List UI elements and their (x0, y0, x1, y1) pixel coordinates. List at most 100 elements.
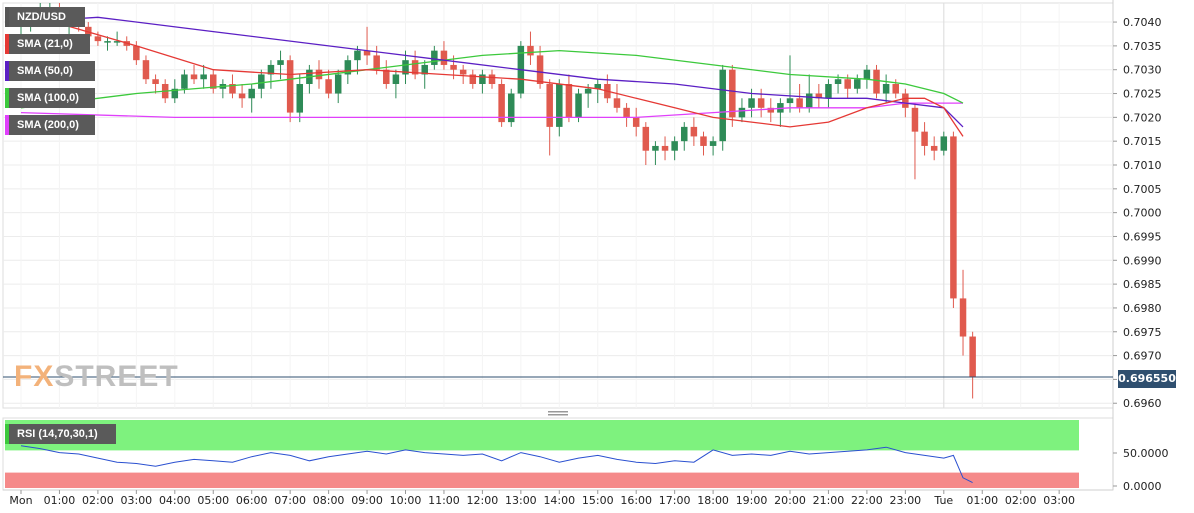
rsi-label: RSI (14,70,30,1) (17, 428, 98, 440)
candle-up (296, 84, 304, 113)
legend-swatch (5, 88, 9, 108)
candle-down (950, 136, 957, 299)
y-tick-label: 0.6960 (1123, 397, 1162, 410)
candle-down (133, 45, 140, 61)
candle-up (392, 74, 400, 84)
candle-up (940, 136, 948, 151)
legend-label: SMA (100,0) (17, 92, 79, 104)
candle-down (315, 69, 323, 80)
candle-down (613, 98, 621, 108)
sma50-line (20, 16, 964, 128)
legend-item-sma-21-0[interactable]: SMA (21,0) (5, 34, 90, 54)
candle-down (229, 84, 236, 94)
x-tick-label: 20:00 (774, 494, 806, 507)
candle-up (354, 50, 361, 61)
y-tick-label: 0.7025 (1123, 88, 1162, 101)
candle-down (930, 145, 938, 151)
y-tick-label: 0.6980 (1123, 302, 1162, 315)
x-tick-label: 02:00 (82, 494, 114, 507)
y-tick-label: 0.7040 (1123, 16, 1162, 29)
y-tick-label: 0.7010 (1123, 159, 1162, 172)
x-tick-label: 05:00 (197, 494, 229, 507)
candle-down (661, 145, 669, 151)
x-tick-label: 01:00 (966, 494, 998, 507)
pair-label-box[interactable]: NZD/USD (5, 7, 85, 27)
y-tick-label: 0.7020 (1123, 111, 1162, 124)
candle-up (556, 84, 563, 127)
candle-down (796, 98, 803, 108)
y-tick-label: 0.6970 (1123, 350, 1162, 363)
last-price-tag: 0.696550 (1118, 370, 1176, 388)
rsi-label-box[interactable]: RSI (14,70,30,1) (5, 424, 116, 444)
candle-down (373, 55, 380, 70)
sma100-line (20, 49, 964, 109)
candle-down (286, 60, 294, 113)
candle-down (450, 64, 457, 70)
legend-label: SMA (50,0) (17, 65, 73, 77)
candle-up (113, 41, 121, 43)
candle-up (277, 60, 284, 65)
rsi-y-tick-label: 0.0000 (1123, 480, 1162, 493)
candle-up (200, 74, 207, 80)
candle-up (786, 98, 794, 104)
x-tick-label: 04:00 (159, 494, 191, 507)
x-tick-label: 09:00 (351, 494, 383, 507)
candle-down (623, 107, 630, 118)
x-tick-label: 15:00 (582, 494, 614, 507)
x-tick-label: 22:00 (851, 494, 883, 507)
candle-up (431, 50, 438, 65)
x-tick-label: 02:00 (1005, 494, 1037, 507)
candle-up (507, 93, 515, 123)
legend-label: SMA (21,0) (17, 38, 73, 50)
price-panel (2, 2, 1114, 409)
candle-up (267, 64, 275, 75)
candle-down (536, 55, 544, 84)
candle-down (757, 98, 765, 108)
legend-swatch (5, 34, 9, 54)
legend-item-sma-200-0[interactable]: SMA (200,0) (5, 115, 95, 135)
candle-up (854, 79, 861, 89)
candle-down (459, 69, 467, 75)
panel-resize-handle (548, 411, 568, 413)
candle-down (488, 74, 496, 84)
x-tick-label: 13:00 (505, 494, 537, 507)
candle-up (882, 84, 890, 94)
candle-up (681, 126, 688, 142)
candle-down (700, 136, 707, 146)
candle-up (575, 93, 582, 118)
candle-up (652, 145, 659, 151)
x-tick-label: 03:00 (120, 494, 152, 507)
legend-swatch (5, 115, 9, 135)
candle-up (104, 41, 111, 43)
x-tick-label: 23:00 (889, 494, 921, 507)
y-tick-label: 0.7015 (1123, 135, 1162, 148)
candle-up (344, 60, 352, 75)
candle-up (738, 107, 746, 118)
candle-up (719, 69, 726, 142)
candle-down (383, 69, 390, 84)
candle-down (911, 107, 919, 132)
candle-down (959, 298, 967, 337)
y-tick-label: 0.6995 (1123, 230, 1162, 243)
watermark-prefix: FX (14, 360, 55, 393)
candle-up (863, 69, 871, 80)
candle-up (709, 141, 717, 146)
candle-down (152, 79, 159, 84)
legend-item-sma-50-0[interactable]: SMA (50,0) (5, 61, 95, 81)
x-tick-label: 16:00 (620, 494, 652, 507)
candle-down (632, 117, 640, 127)
x-tick-label: 08:00 (313, 494, 345, 507)
candle-down (411, 60, 419, 75)
candle-down (363, 50, 371, 56)
legend-swatch (5, 61, 9, 81)
candle-down (767, 107, 775, 113)
x-tick-label: 06:00 (236, 494, 268, 507)
candle-down (921, 131, 928, 146)
candle-down (469, 74, 477, 84)
candle-down (238, 93, 246, 99)
candle-down (565, 84, 573, 118)
candle-up (479, 74, 486, 84)
y-tick-label: 0.7030 (1123, 64, 1162, 77)
legend-item-sma-100-0[interactable]: SMA (100,0) (5, 88, 95, 108)
panel-resize-handle (548, 414, 568, 416)
